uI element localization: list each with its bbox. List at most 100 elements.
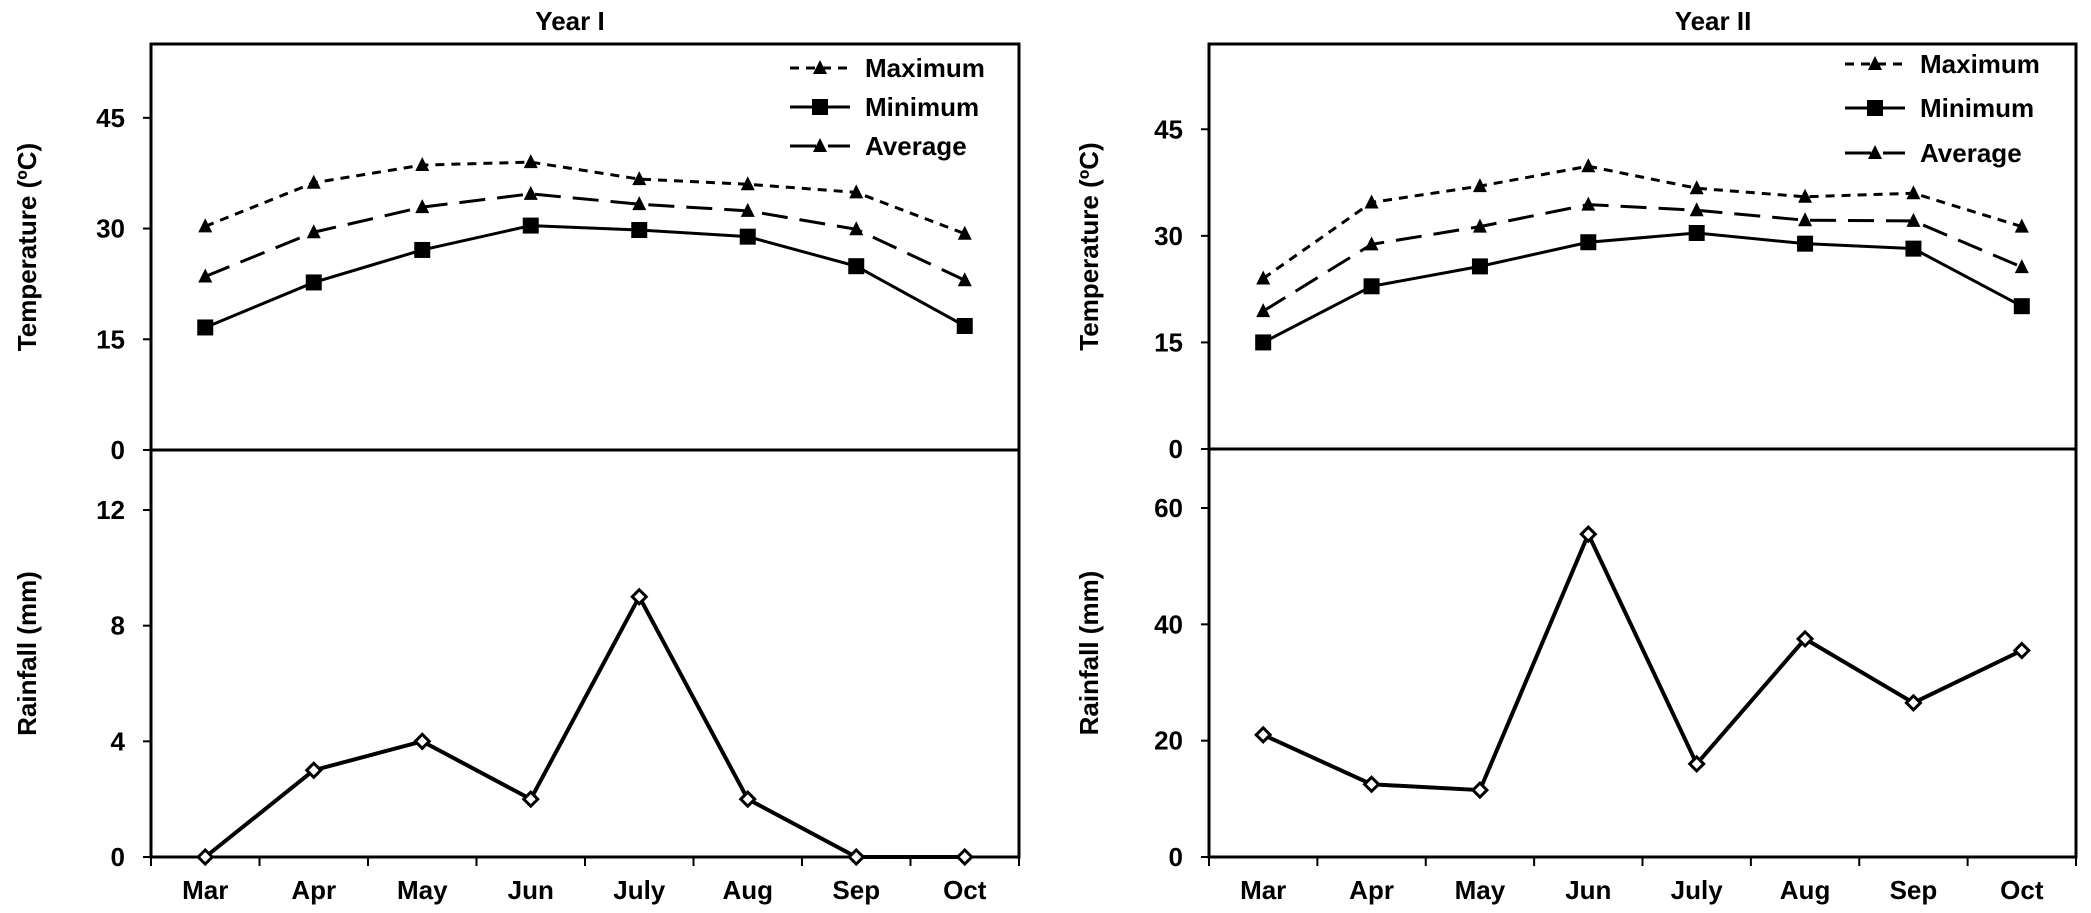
panel-right: Year II 0 15 30 45 Temperature (ºC) Maximum Min… [1074, 6, 2078, 905]
point-rainfall [304, 761, 323, 780]
y-tick-label: 8 [111, 611, 125, 641]
point-maximum [1364, 194, 1379, 209]
point-rainfall [1795, 629, 1815, 648]
series-line-maximum [204, 160, 966, 236]
x-tick-label: Apr [291, 875, 336, 905]
point-average [849, 221, 864, 236]
point-minimum [1580, 234, 1597, 251]
point-rainfall [955, 847, 974, 867]
point-rainfall [413, 732, 432, 751]
legend-label-average: Average [1920, 138, 2022, 168]
legend-marker [1867, 100, 1883, 116]
point-minimum [1688, 225, 1705, 241]
y-tick-label: 15 [96, 324, 125, 354]
x-tick-label: Oct [2000, 875, 2044, 905]
series-line-rainfall [1262, 529, 2023, 793]
point-minimum [848, 258, 865, 275]
y-axis-label-temperature: Temperature (ºC) [12, 143, 42, 351]
point-minimum [1471, 258, 1488, 275]
point-minimum [956, 317, 973, 334]
point-average [1581, 196, 1596, 211]
point-minimum [739, 228, 756, 245]
panel-left: Year I 0 15 30 45 Temperature (ºC) Maximum Mini… [12, 6, 1021, 905]
series-line-average [204, 192, 966, 282]
y-tick-label: 4 [111, 726, 126, 756]
point-average [2014, 259, 2029, 274]
y-axis-label-temperature: Temperature (ºC) [1074, 142, 1104, 350]
legend-marker [812, 99, 828, 115]
y-tick-label: 0 [111, 435, 125, 465]
point-minimum [1797, 235, 1814, 252]
series-line-average [1262, 203, 2023, 313]
point-average [415, 199, 430, 214]
x-tick-label: Jun [1565, 875, 1611, 905]
point-maximum [849, 184, 864, 199]
y-tick-label: 0 [1169, 842, 1183, 872]
x-tick-label: July [613, 875, 666, 905]
y-tick-label: 60 [1154, 493, 1183, 523]
point-minimum [522, 217, 539, 234]
point-minimum [1905, 240, 1922, 257]
legend-label-minimum: Minimum [865, 92, 979, 122]
point-maximum [306, 174, 321, 189]
x-tick-label: Sep [1890, 875, 1938, 905]
point-average [1472, 218, 1487, 233]
point-average [632, 196, 647, 211]
y-tick-label: 0 [111, 842, 125, 872]
point-minimum [414, 241, 431, 258]
point-minimum [2013, 298, 2030, 315]
point-rainfall [847, 847, 866, 867]
point-rainfall [1687, 754, 1706, 774]
legend-marker [1868, 145, 1882, 159]
legend-marker [813, 60, 827, 74]
x-tick-label: May [397, 875, 448, 905]
point-average [1689, 202, 1704, 217]
point-minimum [631, 222, 648, 239]
point-rainfall [1362, 775, 1381, 794]
point-rainfall [1579, 525, 1598, 544]
x-tick-label: Mar [1240, 875, 1286, 905]
y-axis-label-rainfall: Rainfall (mm) [1074, 571, 1104, 736]
point-maximum [198, 218, 213, 233]
point-average [1906, 212, 1921, 227]
point-rainfall [196, 847, 215, 867]
x-tick-label: Oct [943, 875, 987, 905]
point-minimum [1255, 334, 1272, 351]
y-tick-label: 45 [96, 103, 125, 133]
x-tick-label: Apr [1349, 875, 1394, 905]
legend-label-maximum: Maximum [1920, 49, 2040, 79]
point-average [198, 268, 213, 283]
point-maximum [415, 157, 430, 172]
point-average [306, 224, 321, 239]
y-tick-label: 45 [1154, 114, 1183, 144]
x-tick-label: Mar [182, 875, 228, 905]
y-tick-label: 40 [1154, 609, 1183, 639]
x-tick-label: Sep [832, 875, 880, 905]
legend-label-minimum: Minimum [1920, 93, 2034, 123]
y-axis-label-rainfall: Rainfall (mm) [12, 571, 42, 736]
y-tick-label: 20 [1154, 726, 1183, 756]
point-maximum [1581, 158, 1596, 173]
x-tick-label: Aug [1780, 875, 1831, 905]
point-average [1364, 236, 1379, 251]
chart-title: Year II [1675, 6, 1752, 36]
point-maximum [632, 171, 647, 186]
point-rainfall [738, 790, 757, 809]
point-maximum [1256, 270, 1271, 285]
point-average [740, 202, 755, 217]
point-minimum [197, 319, 214, 336]
point-maximum [2014, 218, 2029, 233]
series-line-minimum [204, 224, 966, 329]
point-rainfall [1904, 693, 1923, 712]
legend-marker [813, 138, 827, 152]
series-line-maximum [1262, 164, 2023, 280]
legend-marker [1868, 56, 1882, 70]
point-average [1256, 303, 1271, 318]
point-maximum [740, 176, 755, 191]
point-rainfall [521, 790, 540, 809]
point-rainfall [630, 587, 649, 606]
x-tick-label: Aug [722, 875, 773, 905]
point-maximum [1472, 178, 1487, 193]
y-tick-label: 12 [96, 495, 125, 525]
